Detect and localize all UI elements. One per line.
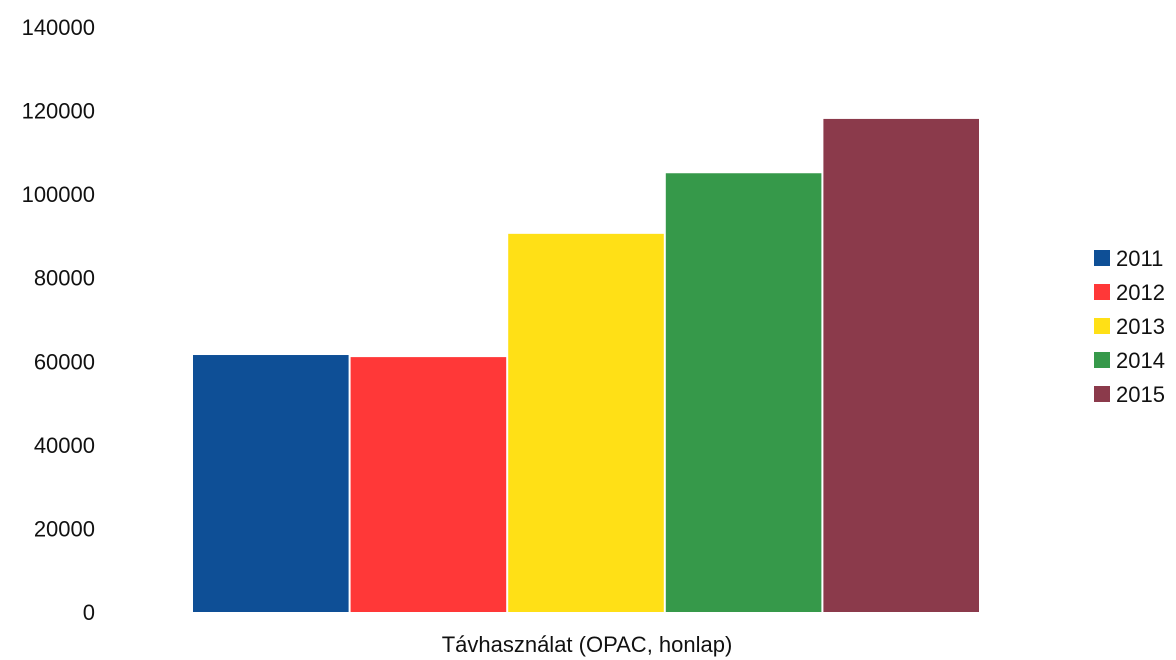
- legend: 2011 2012 2013 2014 2015: [1094, 246, 1165, 407]
- legend-label-2013: 2013: [1116, 314, 1165, 339]
- bar-2011: [193, 355, 349, 612]
- legend-swatch-2011: [1094, 250, 1110, 266]
- bars: [193, 118, 979, 612]
- y-axis-ticks: 0 20000 40000 60000 80000 100000 120000 140000: [22, 15, 95, 625]
- legend-label-2015: 2015: [1116, 382, 1165, 407]
- bar-2015: [823, 118, 979, 612]
- y-tick-label: 120000: [22, 99, 95, 124]
- bar-2014: [665, 173, 822, 612]
- bar-2012: [350, 357, 507, 612]
- legend-swatch-2012: [1094, 284, 1110, 300]
- legend-label-2012: 2012: [1116, 280, 1165, 305]
- legend-label-2014: 2014: [1116, 348, 1165, 373]
- legend-swatch-2013: [1094, 318, 1110, 334]
- y-tick-label: 140000: [22, 15, 95, 40]
- y-tick-label: 100000: [22, 182, 95, 207]
- y-tick-label: 80000: [34, 266, 95, 291]
- legend-swatch-2015: [1094, 386, 1110, 402]
- x-category-label: Távhasználat (OPAC, honlap): [442, 632, 733, 657]
- y-tick-label: 20000: [34, 516, 95, 541]
- legend-swatch-2014: [1094, 352, 1110, 368]
- bar-2013: [508, 233, 664, 612]
- legend-label-2011: 2011: [1116, 246, 1163, 271]
- y-tick-label: 0: [83, 600, 95, 625]
- y-tick-label: 60000: [34, 349, 95, 374]
- y-tick-label: 40000: [34, 433, 95, 458]
